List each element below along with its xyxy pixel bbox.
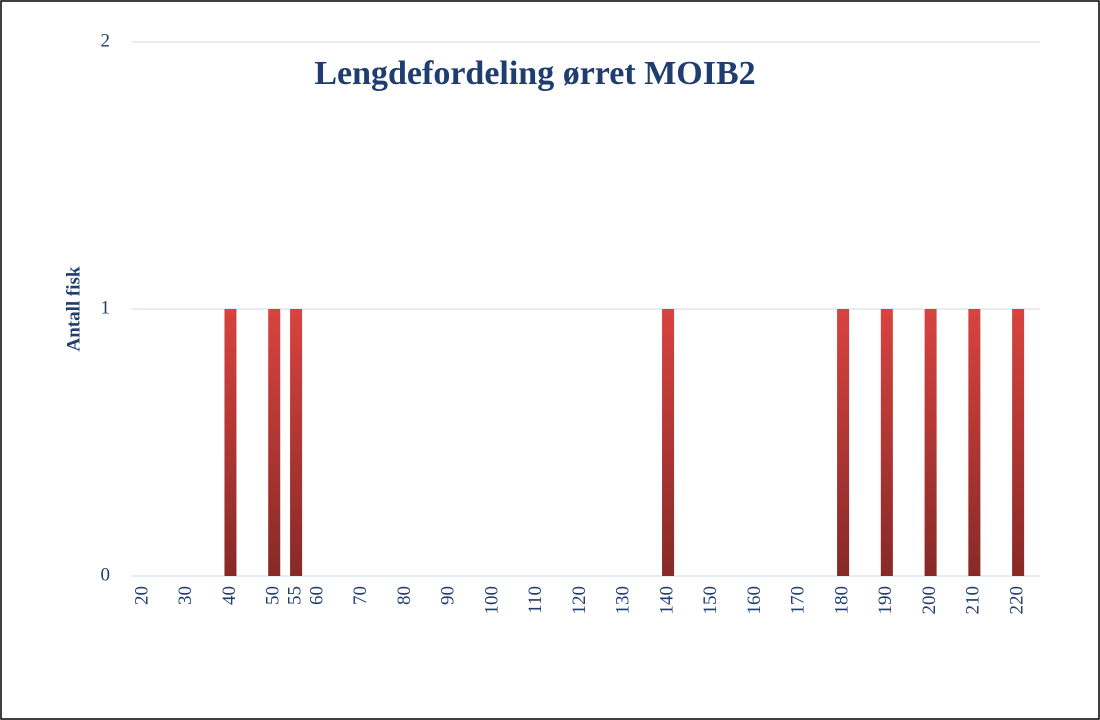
y-tick-label: 0 [101, 564, 111, 585]
x-tick-label: 130 [613, 586, 634, 615]
bar [290, 309, 303, 576]
x-tick-label: 30 [175, 586, 196, 605]
x-tick-label: 70 [350, 586, 371, 605]
bar [662, 309, 675, 576]
bar [968, 309, 981, 576]
y-tick-label: 1 [101, 297, 111, 318]
y-axis-label: Antall fisk [63, 266, 84, 351]
x-tick-label: 60 [306, 586, 327, 605]
bar [924, 309, 937, 576]
bar [880, 309, 893, 576]
x-tick-label: 90 [438, 586, 459, 605]
x-tick-label: 180 [831, 586, 852, 615]
x-tick-label: 50 [263, 586, 284, 605]
y-tick-label: 2 [101, 30, 111, 51]
chart-title: Lengdefordeling ørret MOIB2 [314, 55, 755, 92]
bar [837, 309, 850, 576]
x-tick-label: 20 [131, 586, 152, 605]
bar [1012, 309, 1025, 576]
x-tick-label: 100 [481, 586, 502, 615]
x-tick-label: 210 [963, 586, 984, 615]
x-tick-label: 40 [219, 586, 240, 605]
x-tick-label: 190 [875, 586, 896, 615]
x-tick-label: 170 [788, 586, 809, 615]
bar [268, 309, 281, 576]
x-tick-label: 150 [700, 586, 721, 615]
x-tick-label: 140 [656, 586, 677, 615]
x-tick-label: 55 [284, 586, 305, 605]
x-tick-label: 220 [1006, 586, 1027, 615]
x-tick-label: 80 [394, 586, 415, 605]
x-tick-label: 160 [744, 586, 765, 615]
x-tick-label: 110 [525, 586, 546, 614]
bar [224, 309, 237, 576]
x-tick-label: 120 [569, 586, 590, 615]
x-tick-label: 200 [919, 586, 940, 615]
